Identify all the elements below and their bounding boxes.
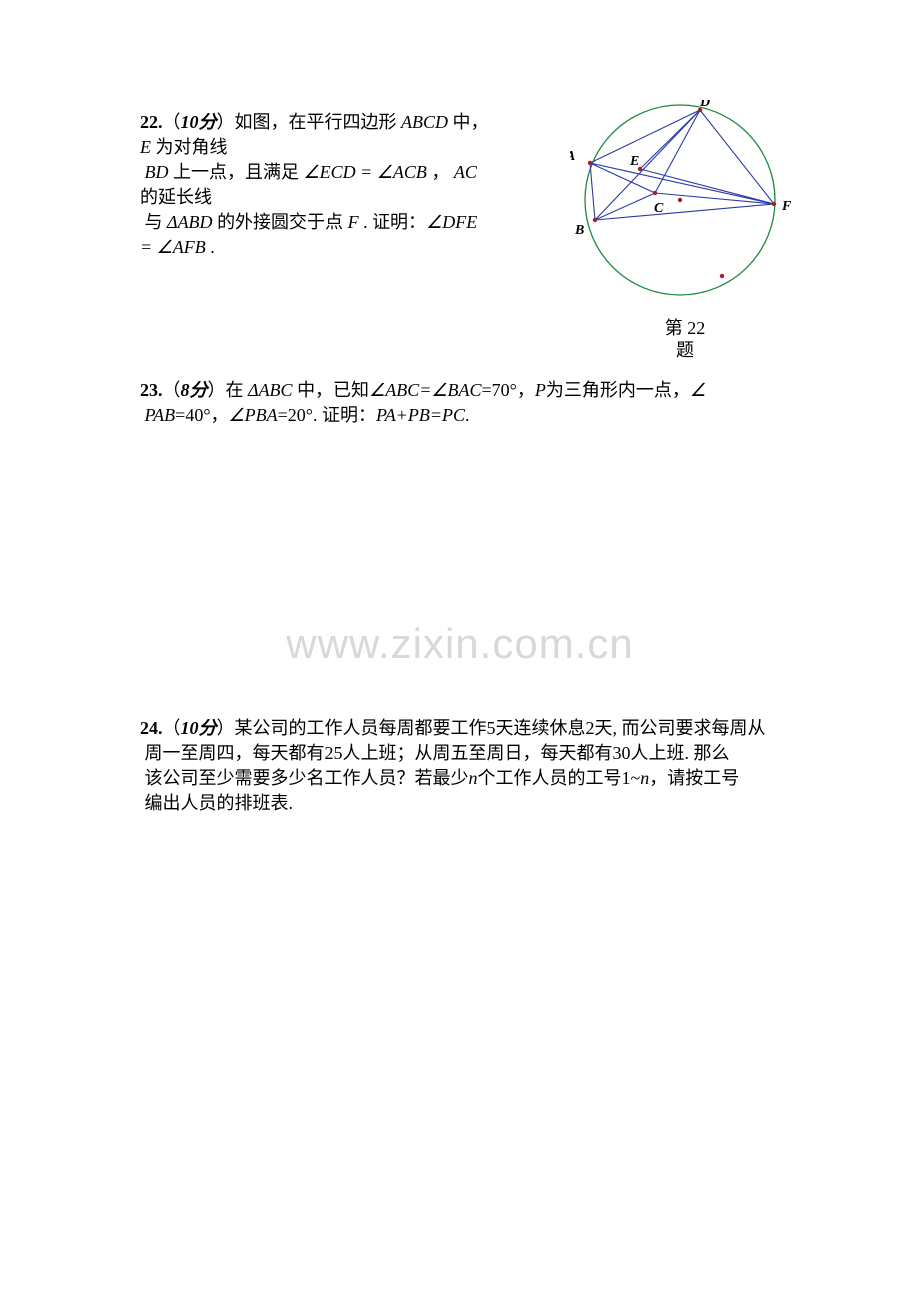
t: PA+PB=PC bbox=[376, 405, 465, 425]
problem-23: 23.（8分）在 ΔABC 中，已知∠ABC=∠BAC=70°，P为三角形内一点… bbox=[140, 378, 790, 678]
q22-points: 10分 bbox=[181, 112, 217, 132]
t: 的延长线 bbox=[140, 187, 212, 207]
t: ΔABD bbox=[167, 212, 213, 232]
t: 个工作人员的工号1~ bbox=[478, 768, 641, 788]
t: 为三角形内一点， bbox=[546, 380, 690, 400]
svg-text:E: E bbox=[629, 154, 639, 169]
t: 如图，在平行四边形 bbox=[235, 112, 397, 132]
t: =20°. 证明： bbox=[278, 405, 376, 425]
t: 题 bbox=[676, 340, 694, 360]
t: BD bbox=[145, 162, 169, 182]
problem-23-text: 23.（8分）在 ΔABC 中，已知∠ABC=∠BAC=70°，P为三角形内一点… bbox=[140, 378, 790, 428]
svg-text:C: C bbox=[654, 201, 664, 216]
t: ∠PBA bbox=[229, 405, 278, 425]
svg-text:B: B bbox=[574, 223, 584, 238]
t: 该公司至少需要多少名工作人员？若最少 bbox=[145, 768, 469, 788]
t: 在 bbox=[226, 380, 244, 400]
t: 的外接圆交于点 bbox=[217, 212, 343, 232]
t: . bbox=[210, 237, 215, 257]
t: =70°， bbox=[481, 380, 534, 400]
t: 为对角线 bbox=[156, 137, 228, 157]
t: =40°， bbox=[175, 405, 228, 425]
t: n bbox=[640, 768, 649, 788]
t: 22 bbox=[687, 318, 705, 338]
t: P bbox=[535, 380, 546, 400]
t: 中， bbox=[453, 112, 489, 132]
t: 编出人员的排班表. bbox=[145, 793, 294, 813]
q22-number: 22. bbox=[140, 112, 163, 132]
t: . 证明： bbox=[363, 212, 426, 232]
t: ∠ECD = ∠ACB bbox=[304, 162, 427, 182]
t: E bbox=[140, 137, 151, 157]
q23-points: 8分 bbox=[181, 380, 208, 400]
t: ∠ bbox=[690, 380, 706, 400]
t: . bbox=[465, 405, 470, 425]
t: ， bbox=[431, 162, 449, 182]
problem-24: 24.（10分）某公司的工作人员每周都要工作5天连续休息2天, 而公司要求每周从… bbox=[140, 716, 790, 816]
q22-figure: A B C D E F 第 22 题 bbox=[570, 100, 800, 361]
q24-points: 10分 bbox=[181, 718, 217, 738]
q22-caption: 第 22 题 bbox=[570, 317, 800, 361]
q24-number: 24. bbox=[140, 718, 163, 738]
svg-text:A: A bbox=[570, 149, 575, 164]
problem-22-text: 22.（10分）如图，在平行四边形 ABCD 中， E 为对角线 BD 上一点，… bbox=[140, 110, 490, 260]
t: 某公司的工作人员每周都要工作5天连续休息2天, 而公司要求每周从 bbox=[235, 718, 766, 738]
t: 上一点，且满足 bbox=[173, 162, 299, 182]
t: 第 bbox=[665, 318, 688, 338]
problem-22: 22.（10分）如图，在平行四边形 ABCD 中， E 为对角线 BD 上一点，… bbox=[140, 110, 790, 340]
t: F bbox=[348, 212, 359, 232]
t: ，请按工号 bbox=[649, 768, 739, 788]
t: n bbox=[469, 768, 478, 788]
page-content: 22.（10分）如图，在平行四边形 ABCD 中， E 为对角线 BD 上一点，… bbox=[0, 0, 920, 894]
t: 中，已知 bbox=[297, 380, 369, 400]
t: ABCD bbox=[401, 112, 448, 132]
t: 与 bbox=[145, 212, 163, 232]
q22-svg: A B C D E F bbox=[570, 100, 800, 310]
t: 周一至周四，每天都有25人上班；从周五至周日，每天都有30人上班. 那么 bbox=[145, 743, 730, 763]
t: AC bbox=[454, 162, 477, 182]
problem-24-text: 24.（10分）某公司的工作人员每周都要工作5天连续休息2天, 而公司要求每周从… bbox=[140, 716, 790, 816]
t: ∠ABC=∠BAC bbox=[369, 380, 481, 400]
svg-text:F: F bbox=[781, 199, 792, 214]
t: ΔABC bbox=[248, 380, 293, 400]
q23-number: 23. bbox=[140, 380, 163, 400]
t: PAB bbox=[145, 405, 176, 425]
svg-text:D: D bbox=[699, 100, 710, 110]
